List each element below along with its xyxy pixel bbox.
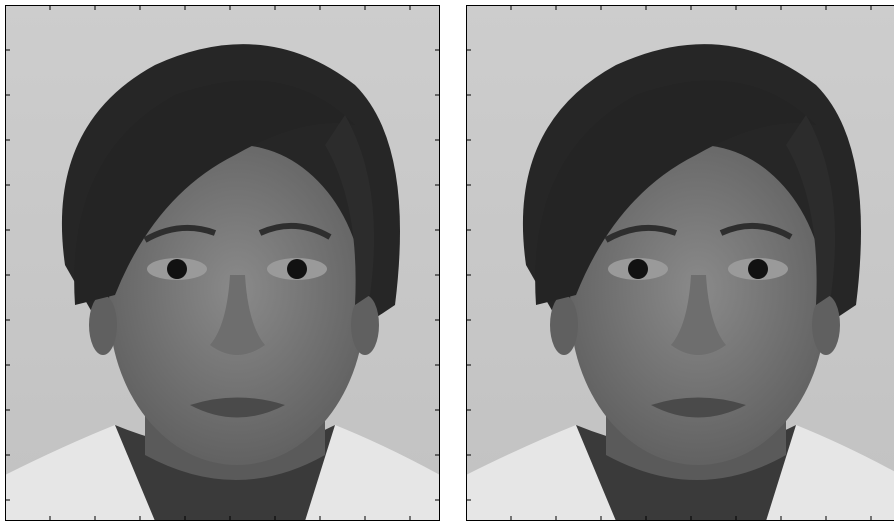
- tick-marks: [5, 5, 872, 521]
- image-panel: [5, 5, 440, 521]
- image-panel: [466, 5, 894, 521]
